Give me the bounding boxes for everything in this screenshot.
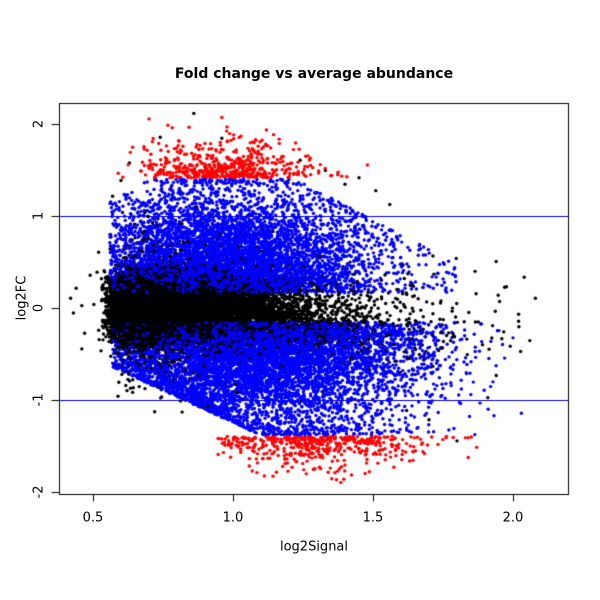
chart-title: Fold change vs average abundance <box>174 66 454 82</box>
y-tick-label: -2 <box>31 485 47 498</box>
x-tick-label: 2.0 <box>502 510 524 526</box>
y-tick-label: 2 <box>31 119 47 128</box>
x-tick-label: 1.0 <box>222 510 244 526</box>
y-tick-label: -1 <box>31 393 47 406</box>
y-tick-label: 1 <box>31 211 47 220</box>
x-axis-label: log2Signal <box>279 539 349 555</box>
x-tick-label: 1.5 <box>362 510 384 526</box>
y-axis-label: log2FC <box>14 275 30 321</box>
y-tick-label: 0 <box>31 303 47 312</box>
x-tick-label: 0.5 <box>82 510 104 526</box>
